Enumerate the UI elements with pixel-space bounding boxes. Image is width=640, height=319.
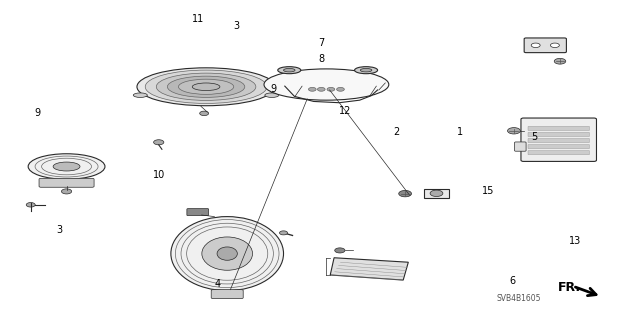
Ellipse shape — [168, 76, 244, 97]
Text: 12: 12 — [339, 106, 352, 116]
Ellipse shape — [28, 154, 105, 179]
Ellipse shape — [360, 68, 372, 72]
Text: 1: 1 — [456, 127, 463, 137]
Circle shape — [337, 87, 344, 91]
FancyBboxPatch shape — [528, 151, 589, 155]
Circle shape — [554, 58, 566, 64]
Circle shape — [327, 87, 335, 91]
Text: 9: 9 — [271, 84, 277, 94]
Text: 6: 6 — [509, 276, 515, 286]
FancyBboxPatch shape — [528, 145, 589, 149]
Text: SVB4B1605: SVB4B1605 — [496, 294, 541, 303]
FancyBboxPatch shape — [524, 38, 566, 53]
Circle shape — [335, 248, 345, 253]
Text: 9: 9 — [34, 108, 40, 118]
Ellipse shape — [278, 67, 301, 74]
Ellipse shape — [171, 217, 284, 291]
Circle shape — [280, 231, 287, 235]
Text: 13: 13 — [568, 236, 581, 246]
FancyBboxPatch shape — [528, 132, 589, 137]
Text: 5: 5 — [531, 131, 538, 142]
Text: 8: 8 — [318, 54, 324, 64]
Text: 3: 3 — [234, 21, 240, 31]
Ellipse shape — [133, 93, 147, 97]
Circle shape — [531, 43, 540, 48]
Text: 4: 4 — [214, 279, 221, 289]
FancyBboxPatch shape — [528, 126, 589, 130]
Circle shape — [61, 189, 72, 194]
Circle shape — [550, 43, 559, 48]
Circle shape — [26, 203, 35, 207]
Ellipse shape — [265, 93, 279, 97]
Text: 15: 15 — [481, 186, 494, 196]
FancyBboxPatch shape — [424, 189, 449, 198]
FancyBboxPatch shape — [515, 142, 526, 151]
FancyBboxPatch shape — [211, 290, 243, 299]
Circle shape — [308, 87, 316, 91]
Text: FR.: FR. — [557, 281, 580, 293]
Circle shape — [154, 140, 164, 145]
Circle shape — [317, 87, 325, 91]
Circle shape — [508, 128, 520, 134]
Polygon shape — [330, 258, 408, 280]
Circle shape — [399, 190, 412, 197]
Ellipse shape — [264, 69, 388, 100]
Ellipse shape — [202, 237, 253, 270]
Ellipse shape — [217, 247, 237, 260]
FancyBboxPatch shape — [521, 118, 596, 161]
Ellipse shape — [179, 79, 234, 94]
Text: 2: 2 — [394, 127, 400, 137]
Ellipse shape — [145, 70, 267, 103]
Ellipse shape — [137, 68, 275, 106]
Circle shape — [200, 111, 209, 115]
FancyBboxPatch shape — [187, 209, 209, 216]
Ellipse shape — [355, 67, 378, 74]
Text: 3: 3 — [56, 225, 63, 235]
Text: 11: 11 — [192, 14, 205, 24]
Ellipse shape — [192, 83, 220, 91]
FancyBboxPatch shape — [39, 178, 94, 187]
Ellipse shape — [156, 73, 256, 100]
FancyBboxPatch shape — [528, 138, 589, 143]
Circle shape — [430, 190, 443, 197]
Text: 7: 7 — [318, 38, 324, 48]
Ellipse shape — [53, 162, 80, 171]
Ellipse shape — [284, 68, 295, 72]
Text: 10: 10 — [152, 170, 165, 180]
